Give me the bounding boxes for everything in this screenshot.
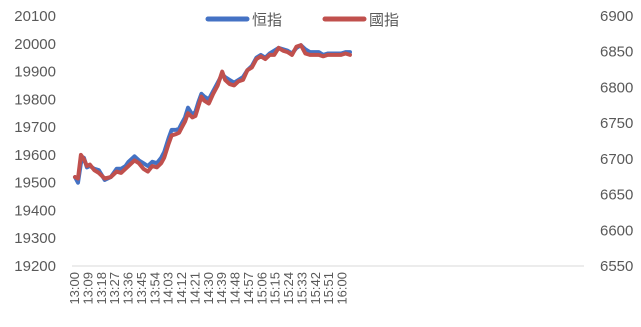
x-tick-label: 15:42	[308, 272, 323, 305]
x-tick-label: 16:00	[335, 272, 350, 305]
legend-label-hsi: 恒指	[252, 11, 282, 29]
left-y-tick-label: 19300	[14, 230, 56, 247]
right-y-tick-label: 6900	[600, 8, 633, 25]
x-tick-label: 14:12	[174, 272, 189, 305]
x-tick-label: 13:09	[80, 272, 95, 305]
legend: 恒指 國指	[205, 11, 399, 29]
right-y-axis: 6550 6600 6650 6700 6750 6800 6850 6900	[600, 8, 633, 275]
legend-label-hscei: 國指	[369, 11, 399, 29]
series-layer	[73, 43, 352, 185]
x-tick-label: 13:36	[121, 272, 136, 305]
series-line-hscei	[73, 43, 352, 181]
left-y-tick-label: 19400	[14, 202, 56, 219]
x-tick-label: 13:18	[94, 272, 109, 305]
left-y-tick-label: 19500	[14, 175, 56, 192]
left-y-tick-label: 19600	[14, 147, 56, 164]
right-y-tick-label: 6650	[600, 187, 633, 204]
right-y-tick-label: 6750	[600, 115, 633, 132]
right-y-tick-label: 6800	[600, 79, 633, 96]
x-tick-label: 15:24	[281, 272, 296, 305]
x-tick-label: 14:30	[201, 272, 216, 305]
left-y-tick-label: 19200	[14, 258, 56, 275]
x-tick-label: 14:03	[161, 272, 176, 305]
right-y-tick-label: 6700	[600, 151, 633, 168]
x-tick-label: 14:39	[214, 272, 229, 305]
x-tick-label: 14:48	[228, 272, 243, 305]
x-tick-label: 15:51	[321, 272, 336, 305]
x-tick-label: 15:33	[294, 272, 309, 305]
left-y-tick-label: 20100	[14, 8, 56, 25]
right-y-tick-label: 6600	[600, 222, 633, 239]
x-axis: 13:0013:0913:1813:2713:3613:4513:5414:03…	[67, 272, 350, 305]
x-tick-label: 14:57	[241, 272, 256, 305]
x-tick-label: 15:06	[254, 272, 269, 305]
x-tick-label: 15:15	[268, 272, 283, 305]
left-y-tick-label: 19900	[14, 64, 56, 81]
x-tick-label: 13:54	[147, 272, 162, 305]
right-y-tick-label: 6850	[600, 44, 633, 61]
series-line-hsi	[73, 43, 352, 185]
x-tick-label: 14:21	[187, 272, 202, 305]
x-tick-label: 13:00	[67, 272, 82, 305]
x-tick-label: 13:45	[134, 272, 149, 305]
left-y-axis: 19200 19300 19400 19500 19600 19700 19800 19900…	[14, 8, 56, 275]
x-tick-label: 13:27	[107, 272, 122, 305]
left-y-tick-label: 19800	[14, 91, 56, 108]
left-y-tick-label: 19700	[14, 119, 56, 136]
left-y-tick-label: 20000	[14, 36, 56, 53]
right-y-tick-label: 6550	[600, 258, 633, 275]
